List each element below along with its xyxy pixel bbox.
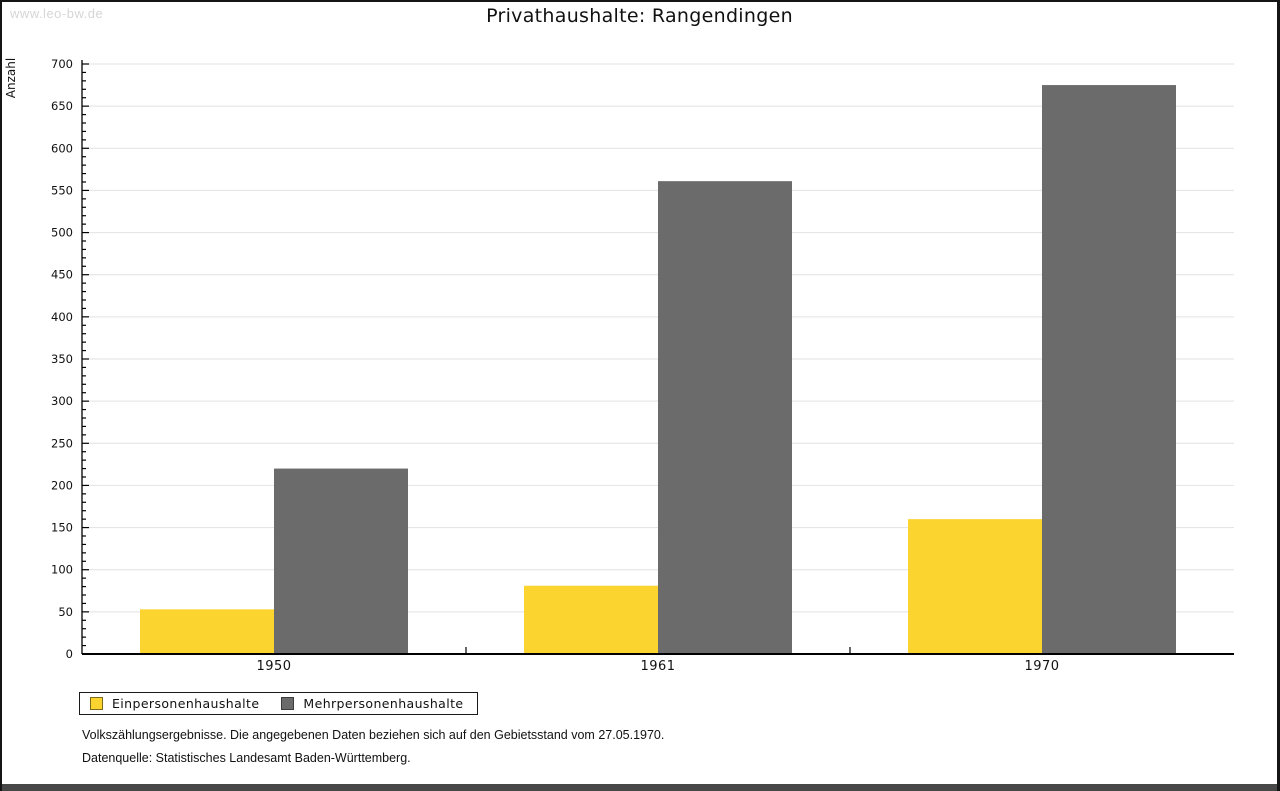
y-tick-label: 700	[51, 57, 73, 71]
y-tick-label: 50	[58, 605, 73, 619]
bar-1950-einpersonenhaushalte	[140, 609, 274, 654]
bar-1970-mehrpersonenhaushalte	[1042, 85, 1176, 655]
y-tick-label: 0	[66, 647, 73, 661]
y-tick-label: 300	[51, 394, 73, 408]
y-tick-label: 500	[51, 226, 73, 240]
y-tick-label: 350	[51, 352, 73, 366]
bar-1961-mehrpersonenhaushalte	[658, 181, 792, 654]
bar-1970-einpersonenhaushalte	[908, 519, 1042, 654]
bottom-border-band	[2, 784, 1277, 791]
y-tick-label: 100	[51, 563, 73, 577]
legend-item-mehrpersonenhaushalte: Mehrpersonenhaushalte	[281, 696, 463, 711]
y-tick-label: 200	[51, 478, 73, 492]
legend-label-einpersonenhaushalte: Einpersonenhaushalte	[112, 696, 260, 711]
y-tick-label: 650	[51, 99, 73, 113]
footnote-source-note: Volkszählungsergebnisse. Die angegebenen…	[82, 728, 665, 742]
watermark: www.leo-bw.de	[10, 6, 104, 21]
legend-label-mehrpersonenhaushalte: Mehrpersonenhaushalte	[303, 696, 464, 711]
y-tick-label: 450	[51, 268, 73, 282]
x-tick-label: 1961	[640, 659, 675, 674]
y-tick-label: 400	[51, 310, 73, 324]
x-tick-label: 1970	[1024, 659, 1059, 674]
footnote-data-source: Datenquelle: Statistisches Landesamt Bad…	[82, 751, 411, 765]
legend-item-einpersonenhaushalte: Einpersonenhaushalte	[90, 696, 259, 711]
legend-swatch-mehrpersonenhaushalte	[281, 697, 295, 710]
y-tick-label: 550	[51, 183, 73, 197]
bar-1961-einpersonenhaushalte	[524, 585, 658, 654]
legend-swatch-einpersonenhaushalte	[90, 697, 103, 710]
y-tick-label: 250	[51, 436, 73, 450]
y-tick-label: 150	[51, 521, 73, 535]
x-tick-label: 1950	[256, 659, 291, 674]
chart-title: Privathaushalte: Rangendingen	[486, 5, 793, 27]
bar-1950-mehrpersonenhaushalte	[274, 468, 408, 654]
legend: Einpersonenhaushalte Mehrpersonenhaushal…	[79, 692, 479, 715]
y-tick-label: 600	[51, 141, 73, 155]
